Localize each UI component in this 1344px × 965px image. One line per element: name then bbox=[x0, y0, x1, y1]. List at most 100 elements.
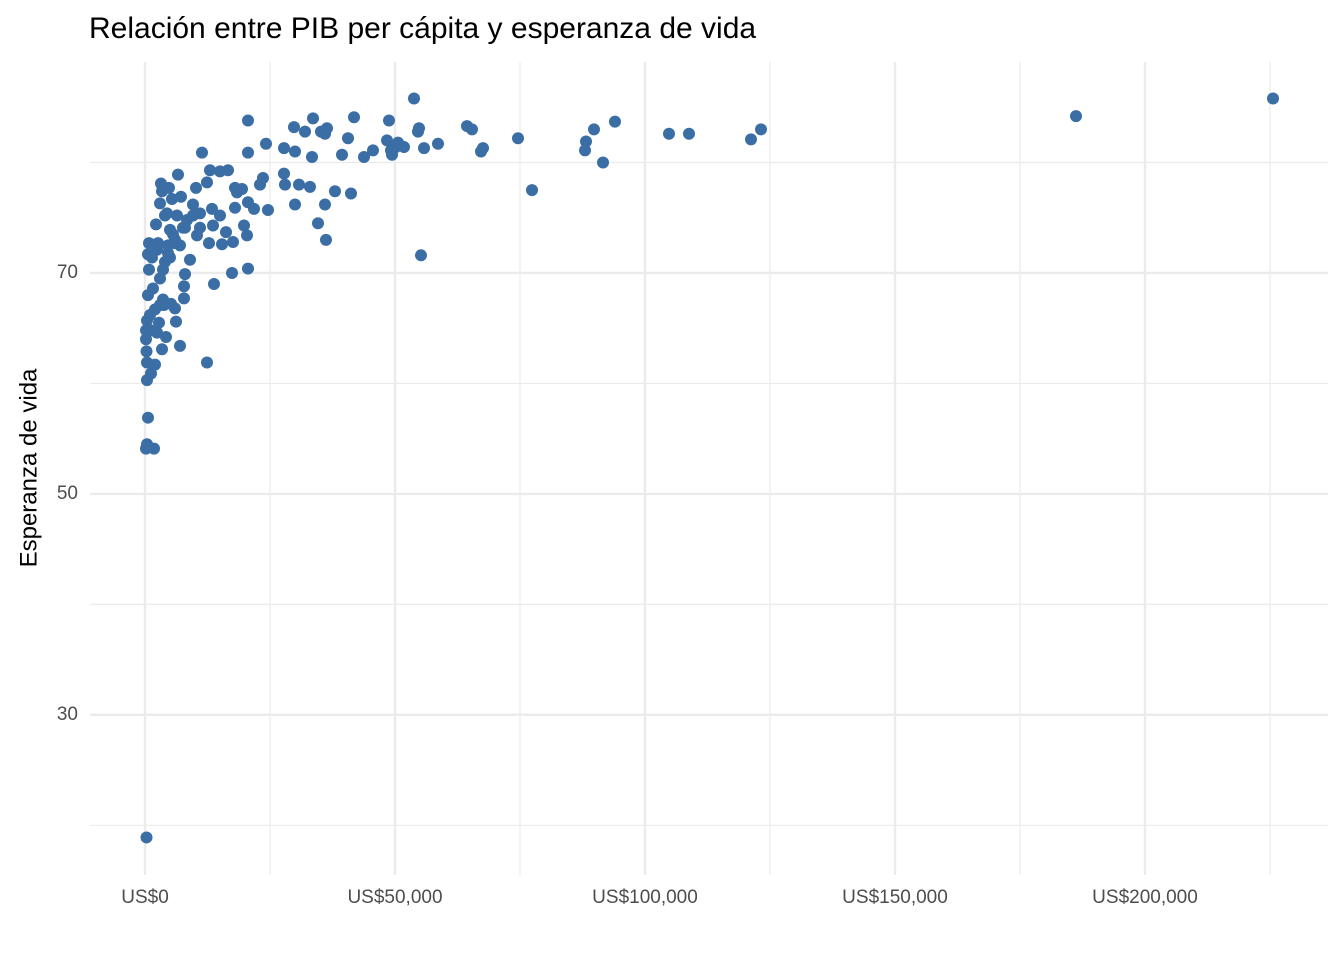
point bbox=[755, 123, 767, 136]
point bbox=[178, 292, 190, 305]
point bbox=[156, 343, 168, 356]
point bbox=[597, 156, 609, 169]
point bbox=[140, 333, 152, 346]
point bbox=[145, 324, 157, 337]
point bbox=[580, 135, 592, 148]
point bbox=[154, 197, 166, 210]
point bbox=[142, 289, 154, 302]
point bbox=[242, 114, 254, 127]
x-tick-label: US$150,000 bbox=[842, 887, 948, 908]
point bbox=[342, 132, 354, 145]
point bbox=[157, 263, 169, 276]
point bbox=[320, 233, 332, 246]
x-tick-label: US$200,000 bbox=[1092, 887, 1198, 908]
point bbox=[179, 268, 191, 281]
point bbox=[206, 202, 218, 215]
point bbox=[184, 253, 196, 266]
point bbox=[166, 192, 178, 205]
point bbox=[201, 176, 213, 189]
point bbox=[412, 125, 424, 138]
point bbox=[151, 243, 163, 256]
x-tick-label: US$0 bbox=[121, 887, 169, 908]
point bbox=[164, 223, 176, 236]
point bbox=[299, 125, 311, 138]
point bbox=[203, 237, 215, 250]
point bbox=[319, 198, 331, 211]
x-tick-label: US$100,000 bbox=[592, 887, 698, 908]
point bbox=[526, 184, 538, 197]
point bbox=[140, 345, 153, 358]
point bbox=[588, 123, 600, 136]
point bbox=[149, 303, 161, 316]
point bbox=[315, 125, 327, 138]
point bbox=[278, 142, 290, 155]
point bbox=[381, 134, 393, 147]
point bbox=[306, 150, 318, 163]
point bbox=[220, 226, 232, 239]
point bbox=[383, 114, 395, 127]
point bbox=[289, 198, 301, 211]
point bbox=[150, 218, 162, 231]
point bbox=[260, 137, 272, 150]
point bbox=[262, 204, 274, 217]
point bbox=[238, 219, 250, 232]
point bbox=[304, 180, 316, 193]
point bbox=[178, 280, 190, 293]
point bbox=[229, 181, 241, 194]
point bbox=[279, 178, 291, 191]
point bbox=[242, 262, 254, 275]
point bbox=[242, 196, 254, 209]
point bbox=[432, 137, 444, 150]
point bbox=[208, 278, 220, 291]
point bbox=[141, 314, 153, 327]
x-tick-label: US$50,000 bbox=[347, 887, 442, 908]
point bbox=[140, 831, 153, 844]
point bbox=[307, 112, 319, 125]
point bbox=[191, 229, 203, 242]
point bbox=[367, 144, 379, 157]
point bbox=[227, 236, 239, 249]
point bbox=[415, 249, 427, 262]
point bbox=[254, 178, 266, 191]
point bbox=[226, 266, 238, 279]
point bbox=[174, 339, 186, 352]
point bbox=[242, 146, 254, 159]
point bbox=[159, 209, 171, 222]
point bbox=[512, 132, 524, 145]
point bbox=[461, 120, 473, 133]
y-tick-label: 30 bbox=[57, 704, 78, 725]
point bbox=[418, 142, 430, 155]
point bbox=[475, 145, 487, 158]
point bbox=[1267, 92, 1279, 105]
point bbox=[288, 121, 300, 134]
point bbox=[345, 187, 357, 200]
point bbox=[336, 148, 348, 161]
point bbox=[201, 356, 213, 369]
point bbox=[289, 145, 301, 158]
point bbox=[142, 411, 154, 424]
point bbox=[141, 374, 153, 387]
point bbox=[408, 92, 420, 105]
y-axis-label: Esperanza de vida bbox=[15, 368, 42, 567]
point bbox=[159, 181, 171, 194]
point bbox=[683, 127, 695, 140]
point bbox=[142, 248, 154, 261]
point bbox=[214, 165, 226, 178]
point bbox=[663, 127, 675, 140]
point bbox=[170, 315, 182, 328]
point bbox=[204, 164, 216, 177]
point bbox=[175, 190, 187, 203]
point bbox=[190, 181, 202, 194]
point bbox=[141, 356, 153, 369]
point bbox=[207, 219, 219, 232]
point bbox=[329, 185, 341, 198]
point bbox=[196, 146, 208, 159]
point bbox=[172, 168, 184, 181]
y-tick-label: 50 bbox=[57, 483, 78, 504]
point bbox=[153, 316, 165, 329]
point bbox=[348, 111, 360, 124]
chart-title: Relación entre PIB per cápita y esperanz… bbox=[89, 12, 756, 45]
point bbox=[214, 209, 226, 222]
point bbox=[241, 229, 253, 242]
